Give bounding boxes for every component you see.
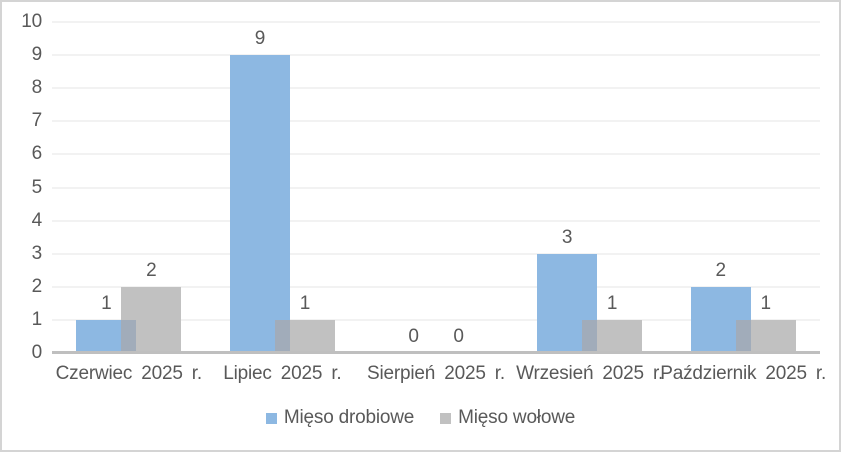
gridline (52, 219, 820, 222)
value-label: 1 (299, 292, 311, 314)
y-axis-tick-label: 5 (31, 176, 43, 198)
y-axis-tick-label: 10 (21, 11, 42, 32)
legend-swatch-mieso-wolowe (440, 412, 452, 424)
y-axis-tick-label: 1 (31, 308, 43, 330)
x-axis-line (52, 351, 820, 354)
gridline (52, 186, 820, 189)
value-label: 2 (715, 259, 727, 281)
category-label: Październik 2025 r. (660, 363, 827, 384)
y-axis-tick-label: 8 (31, 77, 43, 99)
gridline (52, 318, 820, 321)
y-axis-tick-label: 0 (31, 342, 43, 363)
y-axis-tick-label: 9 (31, 44, 43, 66)
value-label: 3 (561, 226, 573, 248)
value-label: 1 (760, 292, 772, 314)
category-label: Sierpień 2025 r. (367, 363, 505, 384)
value-label: 0 (408, 326, 419, 347)
gridline (52, 21, 820, 23)
value-label: 2 (146, 259, 157, 281)
gridline (52, 153, 820, 156)
bar-overlap (582, 319, 598, 353)
gridline (52, 252, 820, 255)
value-label: 1 (606, 292, 618, 314)
category-label: Wrzesień 2025 r. (516, 363, 664, 384)
y-axis-tick-label: 6 (31, 143, 43, 165)
value-label: 0 (453, 326, 464, 347)
legend-label-mieso-drobiowe: Mięso drobiowe (283, 407, 415, 428)
category-label: Czerwiec 2025 r. (55, 363, 203, 384)
legend-item-mieso-wolowe: Mięso wołowe (440, 407, 575, 429)
gridline (52, 120, 820, 123)
plot-area: 1 2 9 1 0 0 3 1 2 1 (52, 21, 820, 354)
value-label: 1 (101, 292, 112, 314)
gridline (52, 54, 820, 57)
legend: Mięso drobiowe Mięso wołowe (2, 407, 839, 429)
gridline (52, 87, 820, 90)
y-axis-tick-label: 2 (31, 275, 43, 297)
bar-overlap (735, 319, 751, 353)
y-axis-tick-label: 7 (31, 110, 43, 132)
value-label: 9 (254, 28, 266, 50)
gridline (52, 285, 820, 288)
bar-mieso-drobiowe (229, 55, 290, 353)
legend-label-mieso-wolowe: Mięso wołowe (458, 407, 576, 428)
legend-swatch-mieso-drobiowe (265, 412, 277, 424)
category-label: Lipiec 2025 r. (223, 363, 342, 384)
y-axis-tick-label: 4 (31, 209, 43, 231)
bar-overlap (121, 319, 137, 353)
y-axis-tick-label: 3 (31, 242, 43, 264)
legend-item-mieso-drobiowe: Mięso drobiowe (265, 407, 415, 429)
bar-overlap (274, 319, 290, 353)
